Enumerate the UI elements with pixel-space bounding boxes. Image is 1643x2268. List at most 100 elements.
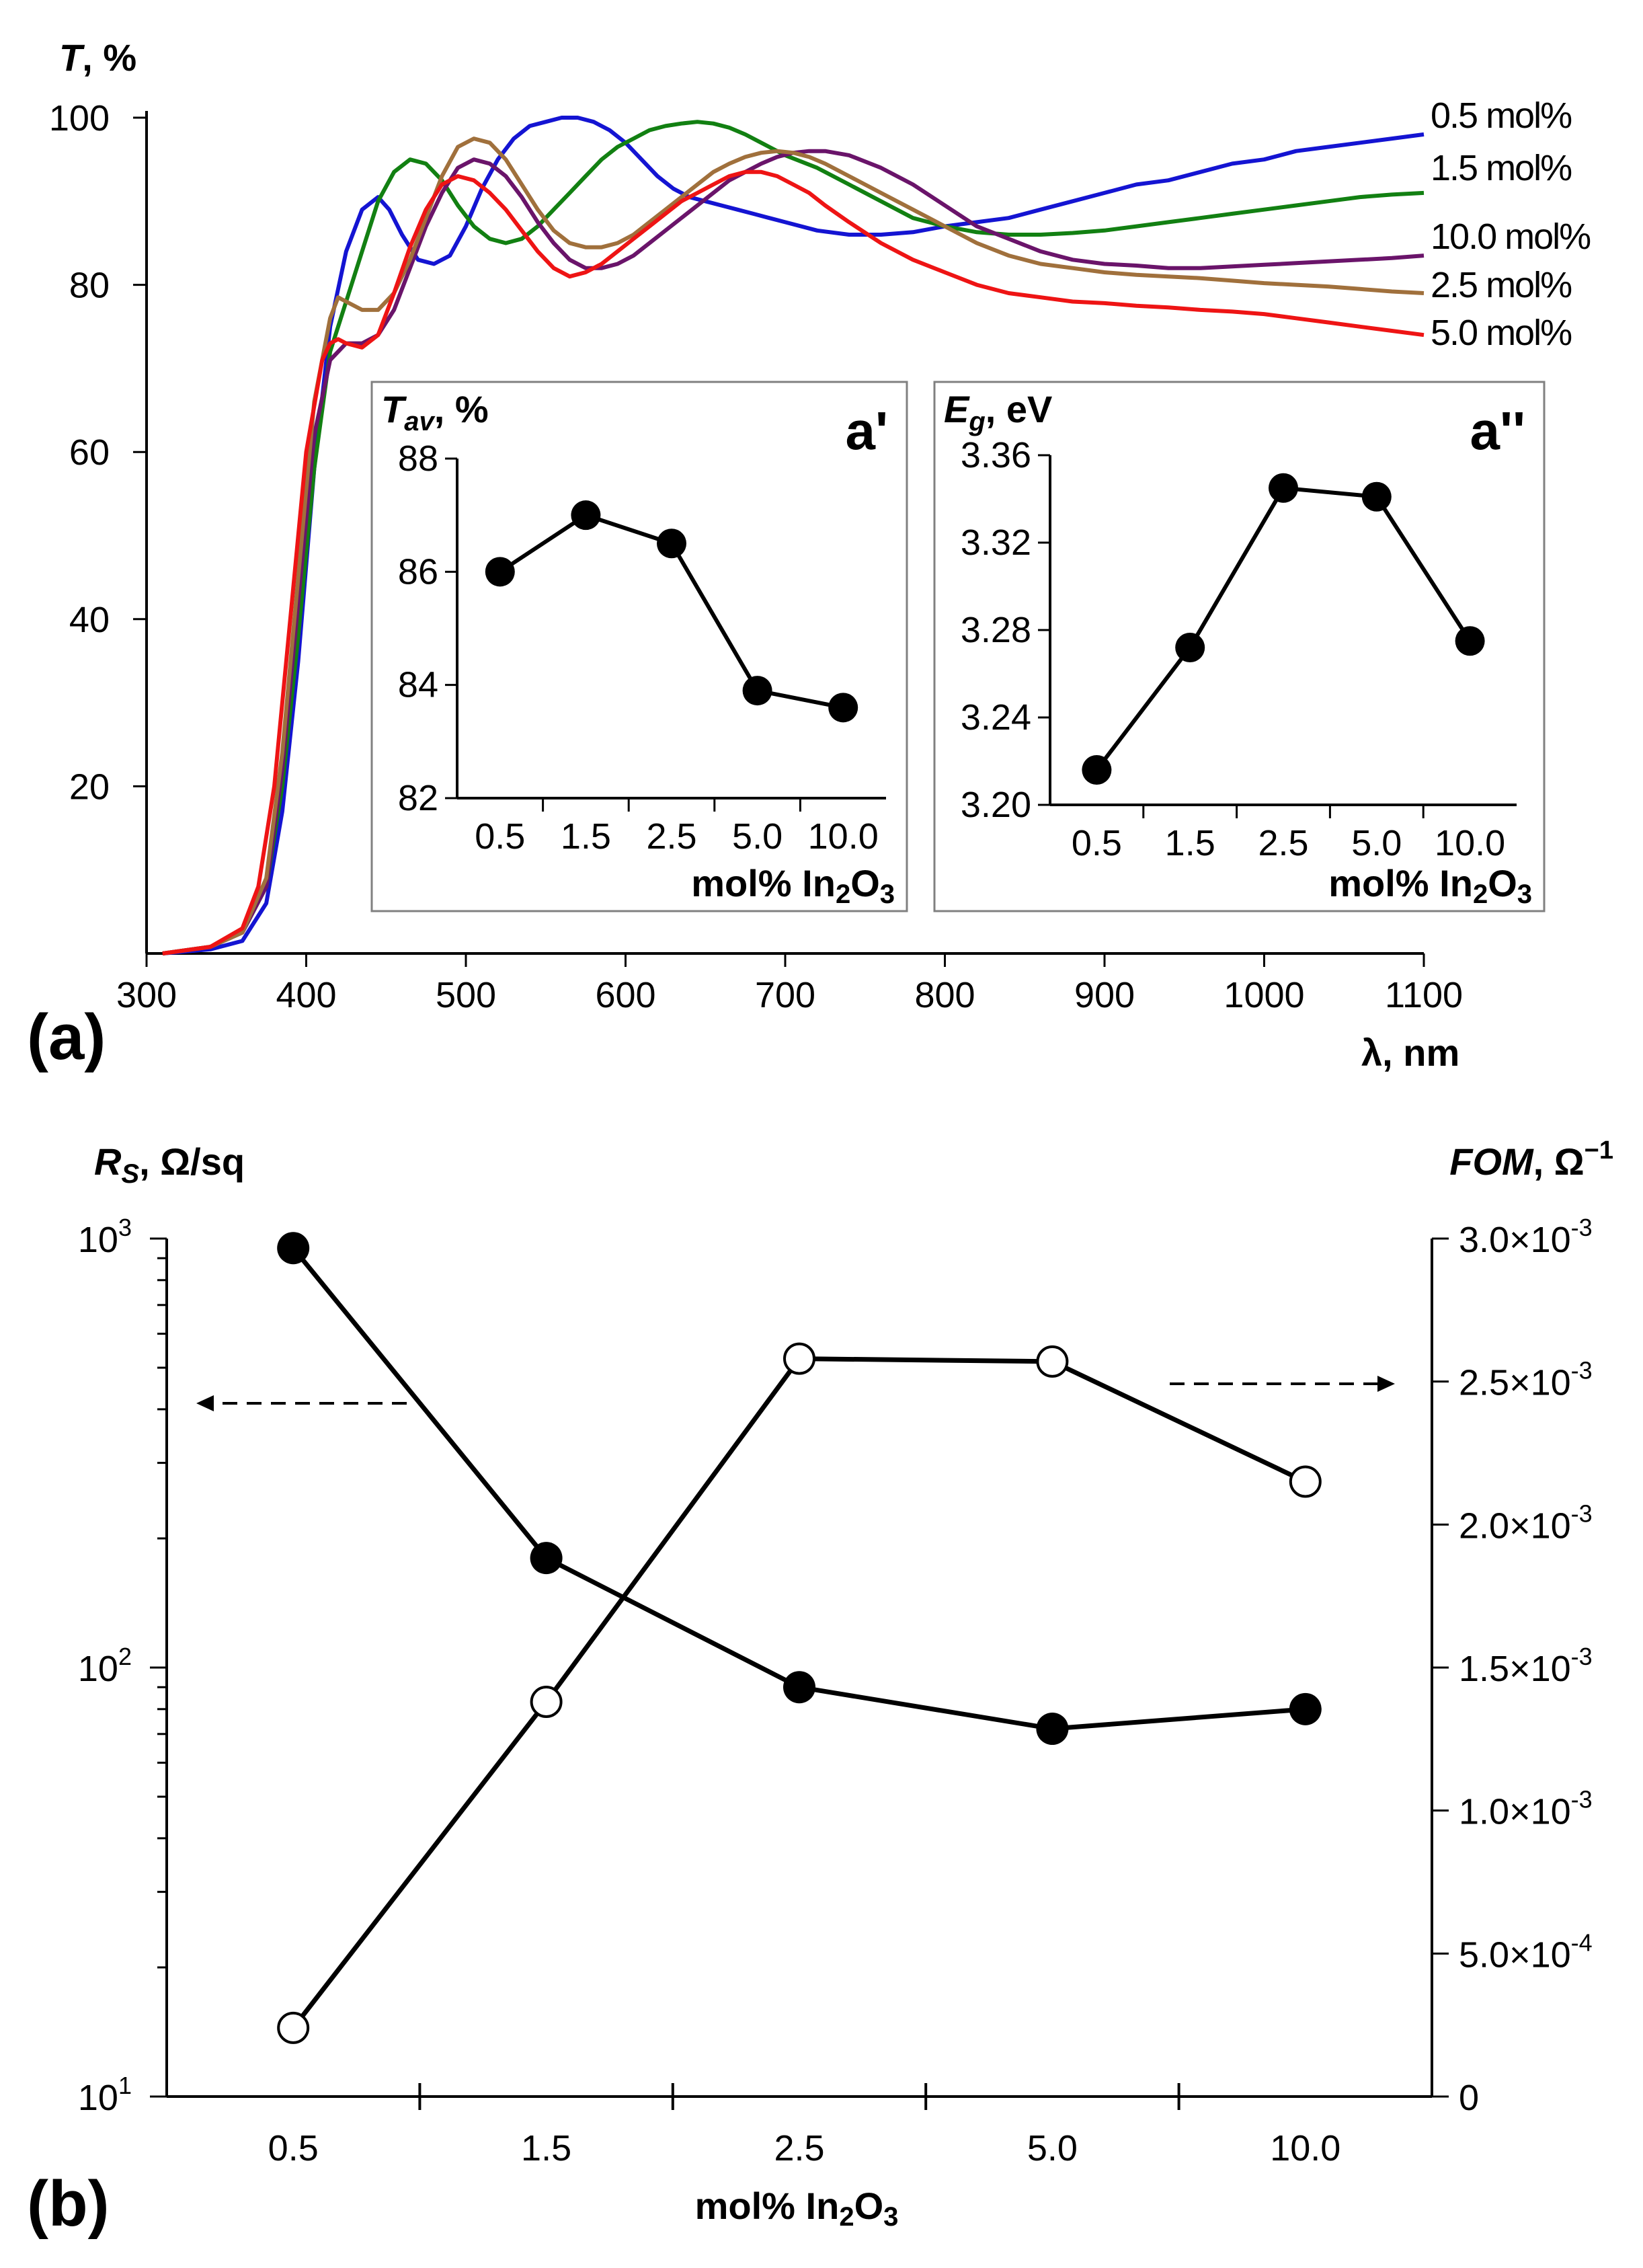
series-line-5-0mol (162, 169, 1425, 955)
fom-label-main: FOM (1449, 1140, 1534, 1183)
tick-base: 10 (78, 1649, 118, 1689)
panel-b-right-tick-label: 2.0×10-3 (1459, 1499, 1593, 1546)
inset-ylabel-sub: av (404, 407, 436, 436)
panel-a-ylabel: T, % (59, 36, 136, 79)
inset-ylabel-unit: , eV (986, 388, 1053, 430)
tick-base: 3.0×10 (1459, 1220, 1571, 1260)
series-line-1-5mol (162, 120, 1425, 955)
inset-y-tick-label: 3.24 (961, 697, 1031, 738)
inset-xlabel-main: mol% In (1328, 862, 1473, 904)
rs-data-point (277, 1232, 310, 1265)
inset-xlabel-mid: O (850, 862, 880, 904)
panel-a-x-tick-label: 1000 (1224, 975, 1304, 1015)
inset-data-point (657, 529, 686, 559)
inset-xlabel-sub: 2 (836, 879, 850, 909)
panel-a: 300 400 500 600 700 800 900 1000 1100 20 40 60 80 100… (27, 36, 1592, 1074)
inset-ylabel-main: T (381, 388, 407, 430)
inset-category-label: 10.0 (808, 816, 879, 857)
inset-y-tick-label: 86 (398, 551, 438, 592)
series-line-2-5mol (162, 136, 1425, 955)
panel-a-x-tick-label: 800 (914, 975, 975, 1015)
inset-ylabel-main: E (944, 388, 970, 430)
tick-exp: 1 (118, 2072, 132, 2099)
panel-b-right-tick-label: 0 (1459, 2078, 1479, 2118)
fom-data-point (277, 2011, 310, 2044)
inset-xlabel: mol% In2O3 (1328, 862, 1532, 909)
panel-b: 1031021013.0×10-32.5×10-32.0×10-31.5×10-… (27, 1136, 1613, 2240)
tick-base: 2.5×10 (1459, 1363, 1571, 1403)
legend-label: 1.5 mol% (1431, 148, 1572, 188)
inset-y-tick-label: 82 (398, 778, 438, 818)
panel-a-x-tick-label: 700 (755, 975, 815, 1015)
tick-exp: -3 (1571, 1214, 1593, 1241)
tick-base: 1.5×10 (1459, 1649, 1571, 1689)
panel-a-x-tick-label: 900 (1074, 975, 1135, 1015)
tick-base: 5.0×10 (1459, 1934, 1571, 1975)
panel-b-right-tick-label: 5.0×10-4 (1459, 1928, 1593, 1975)
inset-data-point (1361, 481, 1392, 512)
inset-category-label: 0.5 (475, 816, 525, 857)
inset-category-label: 2.5 (1258, 823, 1308, 863)
inset-a-prime: 82 84 86 88 0.5 1.5 2.5 5.0 10.0 Tav, % a' mol% In2… (370, 381, 908, 912)
inset-xlabel-sub: 2 (1473, 879, 1488, 909)
series-line-0-5mol (162, 116, 1425, 955)
fom-data-point (1289, 1465, 1322, 1498)
inset-ylabel-unit: , % (434, 388, 489, 430)
rs-label-main: R (94, 1140, 122, 1183)
panel-b-series (277, 1232, 1322, 2044)
panel-b-right-ylabel: FOM, Ω−1 (1449, 1136, 1613, 1183)
tick-exp: -4 (1571, 1928, 1593, 1956)
inset-y-tick-label: 3.28 (961, 610, 1031, 650)
panel-a-y-tick-label: 80 (69, 266, 110, 306)
tick-exp: -3 (1571, 1643, 1593, 1670)
tick-base: 0 (1459, 2078, 1479, 2118)
inset-ylabel-sub: g (968, 407, 985, 436)
inset-category-label: 1.5 (561, 816, 611, 857)
panel-b-left-tick-label: 102 (78, 1643, 132, 1689)
inset-frame (370, 381, 908, 912)
inset-data-point (1269, 473, 1298, 503)
legend-label: 10.0 mol% (1431, 217, 1591, 257)
panel-b-category-label: 10.0 (1270, 2128, 1340, 2168)
tick-base: 10 (78, 1220, 118, 1260)
fom-data-point (1036, 1345, 1069, 1378)
panel-a-x-tick-label: 600 (595, 975, 655, 1015)
inset-label: a'' (1470, 401, 1525, 461)
inset-data-point (1455, 626, 1485, 656)
panel-b-right-tick-label: 1.0×10-3 (1459, 1786, 1593, 1832)
series-line-rs (291, 1246, 1306, 1731)
tick-base: 10 (78, 2078, 118, 2118)
inset-frame (933, 381, 1546, 912)
panel-b-category-label: 1.5 (521, 2128, 571, 2168)
tick-exp: 3 (118, 1214, 132, 1241)
panel-a-y-tick-label: 20 (69, 767, 110, 807)
panel-b-xlabel: mol% In2O3 (695, 2185, 899, 2232)
inset-y-tick-label: 88 (398, 438, 438, 479)
tick-base: 2.0×10 (1459, 1506, 1571, 1546)
panel-a-x-tick-label: 500 (436, 975, 496, 1015)
panel-a-ylabel-unit: , % (82, 36, 136, 79)
panel-b-left-ylabel: RS, Ω/sq (94, 1140, 245, 1189)
inset-xlabel-sub: 3 (1517, 879, 1532, 909)
inset-category-label: 1.5 (1165, 823, 1215, 863)
inset-ylabel: Eg, eV (944, 388, 1052, 436)
panel-b-category-label: 5.0 (1027, 2128, 1078, 2168)
inset-ylabel: Tav, % (381, 388, 489, 436)
panel-b-left-tick-label: 101 (78, 2072, 132, 2118)
tick-base: 1.0×10 (1459, 1792, 1571, 1832)
inset-category-label: 5.0 (732, 816, 783, 857)
rs-label-unit: , Ω/sq (139, 1140, 245, 1183)
inset-category-label: 5.0 (1351, 823, 1402, 863)
fom-arrow-head (1377, 1376, 1395, 1392)
inset-data-point (742, 676, 772, 706)
panel-b-category-label: 0.5 (268, 2128, 319, 2168)
panel-a-axes: 300 400 500 600 700 800 900 1000 1100 20 40 60 80 100 (49, 98, 1463, 1015)
tick-exp: -3 (1571, 1499, 1593, 1527)
legend-label: 2.5 mol% (1431, 265, 1572, 305)
panel-b-right-tick-label: 2.5×10-3 (1459, 1357, 1593, 1403)
fom-label-unit: , Ω (1533, 1140, 1585, 1183)
inset-label: a' (845, 401, 888, 461)
panel-a-y-tick-label: 100 (49, 98, 110, 139)
